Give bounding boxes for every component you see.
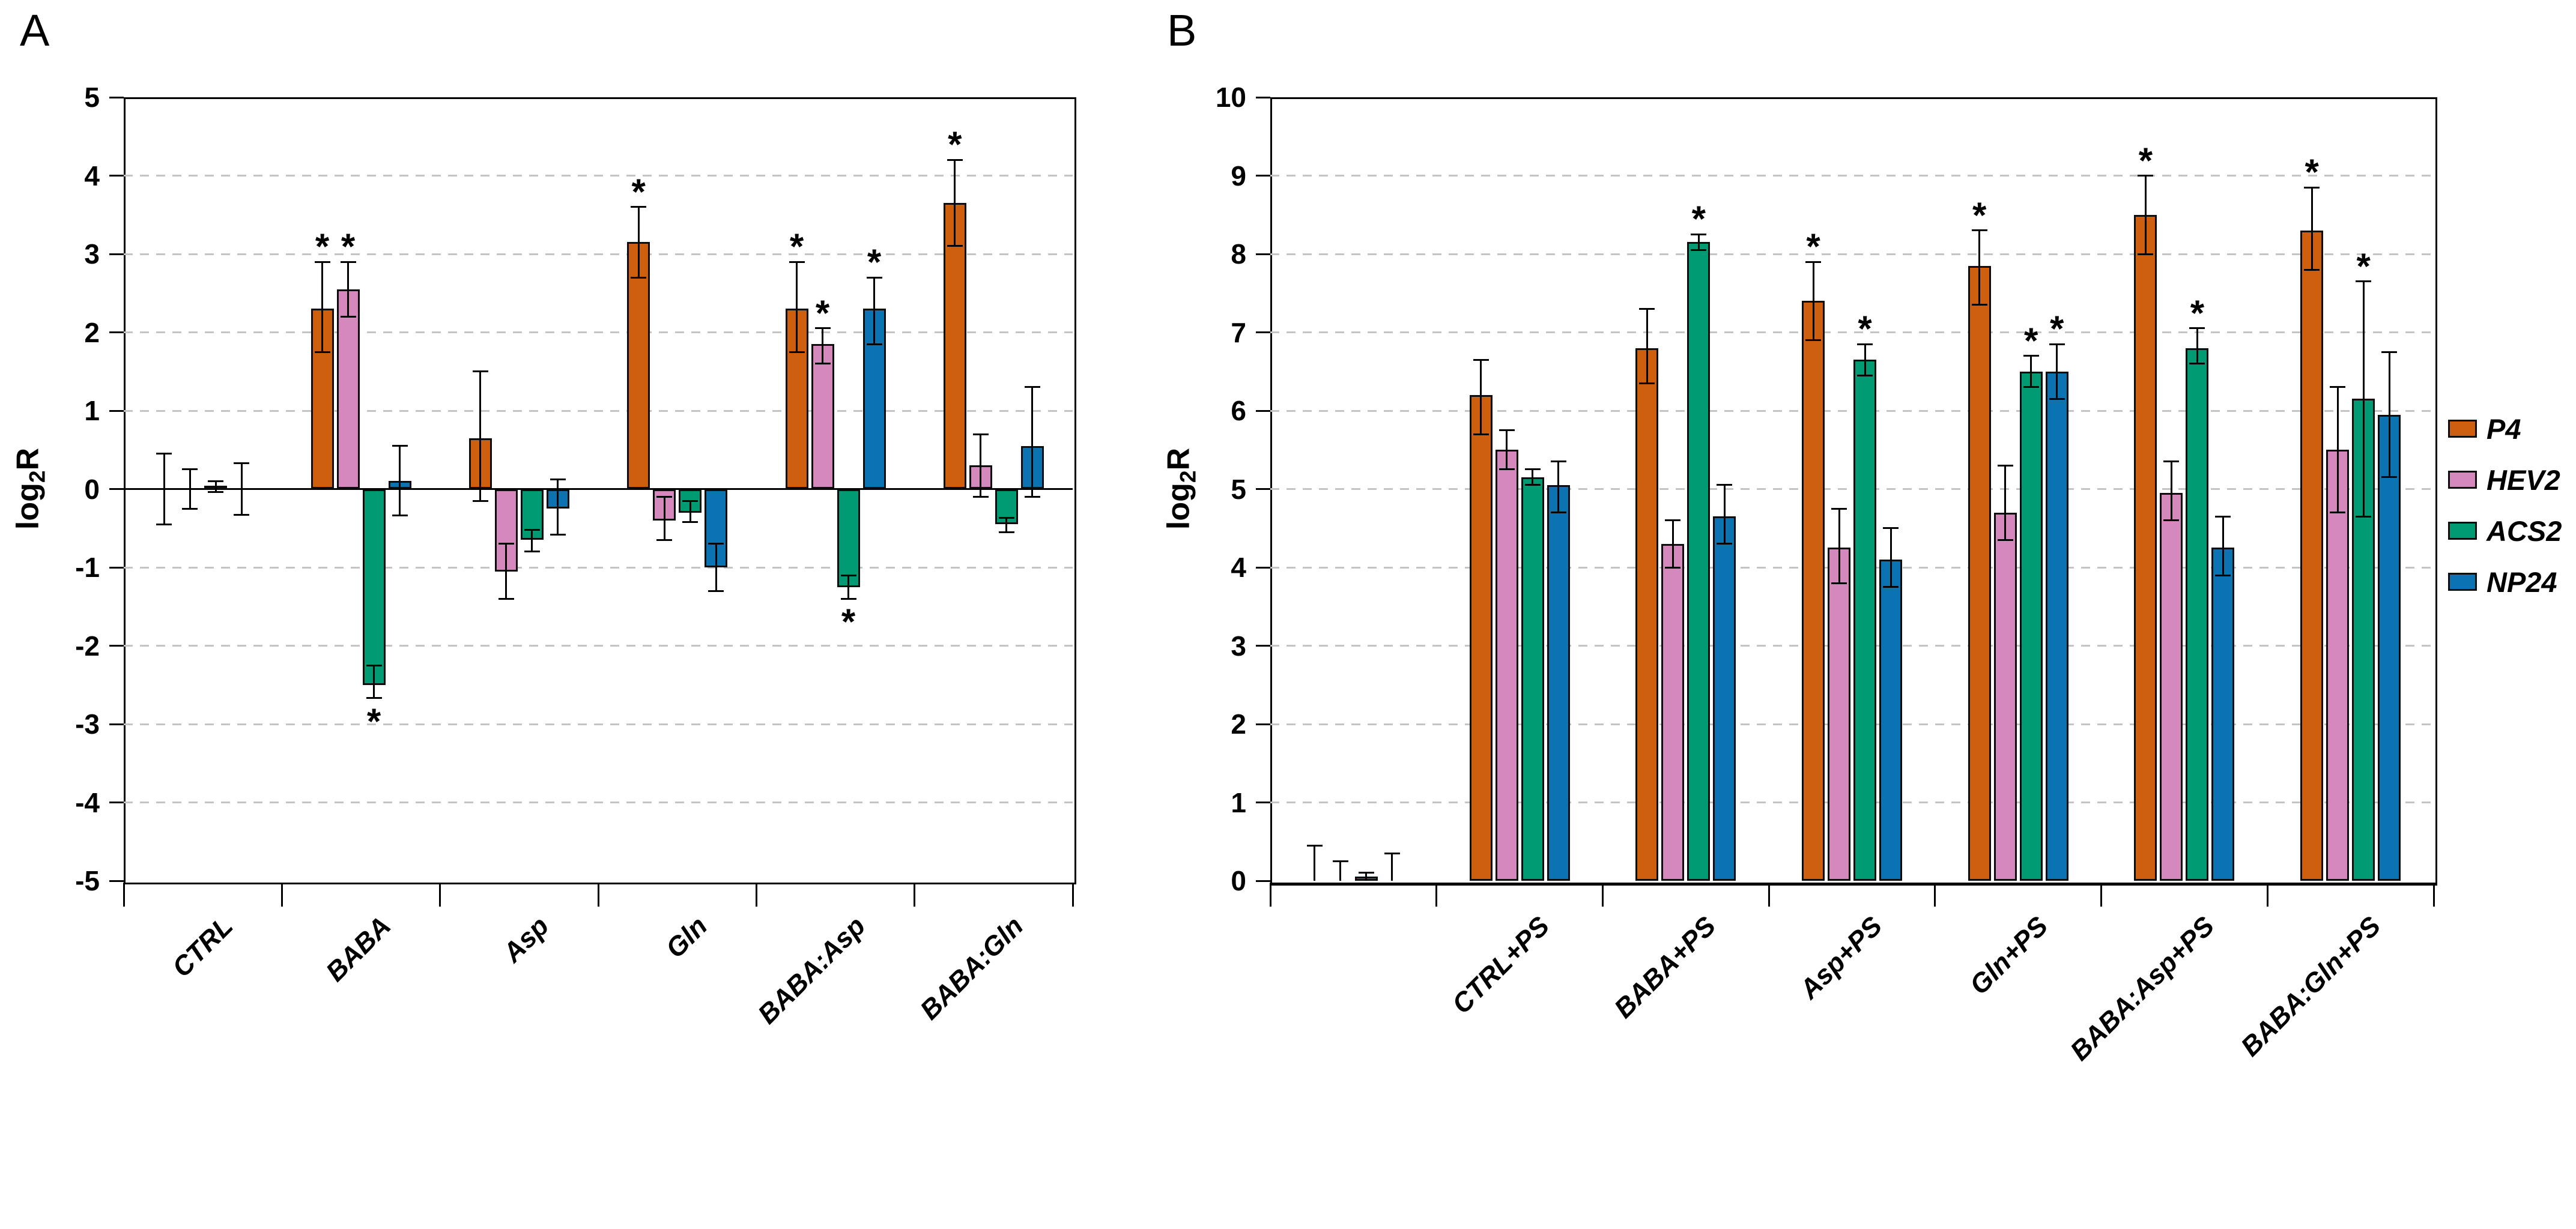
y-tick-label: 1: [84, 395, 100, 426]
y-tick-label: 4: [1231, 552, 1246, 583]
y-tick-label: 5: [84, 82, 100, 113]
plot-area-panel-a: [124, 97, 1076, 884]
np24-color-swatch-icon: [2448, 573, 2477, 591]
y-axis-tick: [1256, 488, 1270, 490]
legend-item-hev2: HEV2: [2448, 464, 2562, 495]
y-tick-label: 2: [1231, 708, 1246, 740]
y-axis-tick: [109, 409, 124, 412]
x-axis-tick: [1934, 883, 1936, 907]
legend-item-np24: NP24: [2448, 566, 2562, 597]
y-axis-tick: [1256, 802, 1270, 803]
x-axis-tick: [2432, 883, 2435, 907]
y-axis-tick: [1256, 331, 1270, 333]
ylabel-tail: R: [1161, 447, 1196, 471]
y-tick-label: 3: [1231, 630, 1246, 662]
x-tick-label: Asp+PS: [1793, 910, 1888, 1005]
x-axis-tick: [280, 883, 283, 907]
y-axis-tick: [109, 253, 124, 255]
x-tick-label: BABA:Gln: [914, 910, 1029, 1025]
legend-item-acs2: ACS2: [2448, 515, 2562, 546]
x-axis-tick: [1435, 883, 1438, 907]
y-tick-label: 0: [1231, 865, 1246, 896]
y-axis-tick: [109, 96, 124, 98]
y-axis-tick: [1256, 253, 1270, 255]
ylabel-base: log: [1161, 483, 1196, 530]
y-tick-label: 2: [84, 316, 100, 348]
x-axis-tick: [1269, 883, 1271, 907]
y-axis-tick: [1256, 723, 1270, 725]
x-tick-label: BABA:Asp+PS: [2064, 910, 2220, 1067]
panel-a-y-axis-label: log2R: [10, 448, 50, 530]
x-axis-tick: [597, 883, 599, 907]
x-axis-tick: [2100, 883, 2103, 907]
y-axis-tick: [1256, 566, 1270, 569]
p4-color-swatch-icon: [2448, 420, 2477, 438]
y-tick-label: 7: [1231, 316, 1246, 348]
legend-label-np24: NP24: [2487, 566, 2557, 598]
y-tick-label: 1: [1231, 787, 1246, 818]
x-tick-label: BABA+PS: [1608, 910, 1722, 1024]
y-tick-label: 6: [1231, 395, 1246, 426]
y-axis-tick: [1256, 880, 1270, 882]
legend-label-p4: P4: [2487, 412, 2521, 445]
x-axis-tick: [1071, 883, 1074, 907]
ylabel-tail: R: [10, 447, 46, 471]
acs2-color-swatch-icon: [2448, 522, 2477, 540]
y-tick-label: -1: [75, 552, 100, 583]
ylabel-subscript: 2: [25, 470, 50, 483]
y-axis-tick: [1256, 645, 1270, 647]
y-tick-label: 8: [1231, 238, 1246, 270]
y-tick-label: -4: [75, 787, 100, 818]
x-axis-tick: [914, 883, 916, 907]
y-tick-label: 3: [84, 238, 100, 270]
y-axis-tick: [1256, 175, 1270, 177]
x-tick-label: BABA:Gln+PS: [2234, 910, 2386, 1062]
hev2-color-swatch-icon: [2448, 471, 2477, 489]
y-tick-label: 10: [1215, 82, 1246, 113]
x-tick-label: Gln+PS: [1963, 910, 2054, 1001]
y-axis-tick: [109, 488, 124, 490]
x-axis-tick: [1768, 883, 1770, 907]
y-axis-tick: [109, 566, 124, 569]
legend-item-p4: P4: [2448, 413, 2562, 444]
y-axis-tick: [109, 175, 124, 177]
y-tick-label: -2: [75, 630, 100, 662]
y-tick-label: -3: [75, 708, 100, 740]
figure-page: { "figure": { "background": "#FFFFFF", "…: [10, 5, 2562, 1067]
y-tick-label: -5: [75, 865, 100, 896]
y-axis-tick: [109, 723, 124, 725]
panel-a-title: A: [20, 5, 50, 55]
y-tick-label: 9: [1231, 160, 1246, 192]
y-axis-tick: [109, 331, 124, 333]
panel-b-title: B: [1167, 5, 1197, 55]
ylabel-base: log: [10, 483, 46, 530]
x-axis-tick: [1601, 883, 1604, 907]
x-tick-label: Gln: [659, 910, 714, 964]
x-axis-tick: [2266, 883, 2268, 907]
legend: P4 HEV2 ACS2 NP24: [2448, 413, 2562, 617]
x-tick-label: BABA: [320, 910, 397, 988]
y-tick-label: 4: [84, 160, 100, 192]
x-tick-label: CTRL: [166, 910, 239, 983]
x-tick-label: Asp: [497, 910, 555, 968]
legend-label-acs2: ACS2: [2487, 515, 2562, 547]
x-axis-tick: [755, 883, 757, 907]
y-axis-tick: [109, 645, 124, 647]
legend-label-hev2: HEV2: [2487, 464, 2560, 496]
ylabel-subscript: 2: [1175, 470, 1201, 483]
panel-b-y-axis-label: log2R: [1161, 448, 1201, 530]
x-axis-tick: [439, 883, 441, 907]
x-axis-tick: [123, 883, 125, 907]
y-axis-tick: [109, 880, 124, 882]
y-axis-tick: [1256, 409, 1270, 412]
plot-area-panel-b: [1270, 97, 2437, 886]
y-axis-tick: [109, 802, 124, 803]
x-tick-label: BABA:Asp: [751, 910, 871, 1030]
y-axis-tick: [1256, 96, 1270, 98]
x-tick-label: CTRL+PS: [1446, 910, 1556, 1020]
